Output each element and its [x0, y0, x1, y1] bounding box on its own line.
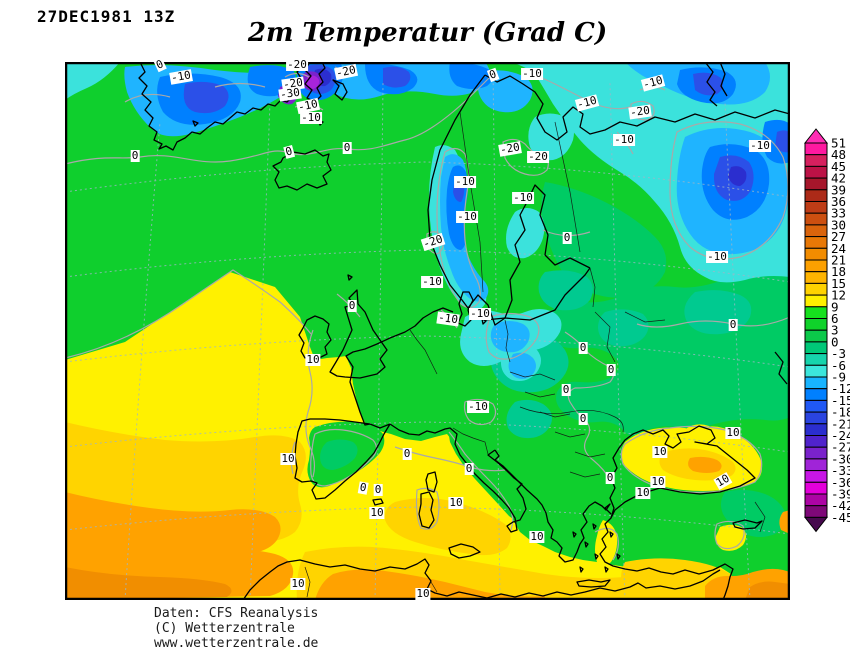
- colorbar-segment: [804, 224, 828, 238]
- colorbar-segment: [804, 165, 828, 179]
- colorbar-tick-label: 45: [831, 159, 846, 174]
- run-timestamp: 27DEC1981 13Z: [37, 7, 176, 26]
- colorbar-tick-label: -24: [831, 428, 850, 443]
- colorbar-segment: [804, 247, 828, 261]
- colorbar-tick-label: 27: [831, 229, 846, 244]
- colorbar-tick-label: 15: [831, 276, 846, 291]
- attribution: Daten: CFS Reanalysis (C) Wetterzentrale…: [154, 606, 318, 651]
- colorbar-tick-label: -9: [831, 370, 846, 385]
- colorbar-segment: [804, 411, 828, 425]
- colorbar-segment: [804, 201, 828, 214]
- colorbar-tick-label: -42: [831, 498, 850, 513]
- colorbar-segment: [804, 341, 828, 355]
- colorbar-arrow-above: [803, 128, 829, 144]
- colorbar-tick-label: 33: [831, 206, 846, 221]
- colorbar-segment: [804, 388, 828, 401]
- colorbar-tick-label: 42: [831, 171, 846, 186]
- colorbar-segment: [804, 458, 828, 472]
- colorbar-segment: [804, 376, 828, 390]
- temperature-field: [65, 62, 790, 600]
- colorbar-tick-label: 36: [831, 194, 846, 209]
- colorbar-tick-label: -3: [831, 346, 846, 361]
- colorbar-tick-label: 51: [831, 136, 846, 151]
- colorbar-tick-label: -12: [831, 381, 850, 396]
- colorbar-tick-label: 21: [831, 253, 846, 268]
- attribution-data-source: Daten: CFS Reanalysis: [154, 606, 319, 621]
- colorbar-tick-label: -6: [831, 358, 846, 373]
- colorbar-segment: [804, 423, 828, 436]
- colorbar-segment: [804, 435, 828, 448]
- colorbar-segment: [804, 493, 828, 507]
- colorbar-segment: [804, 399, 828, 413]
- colorbar-segment: [804, 364, 828, 378]
- colorbar-segment: [804, 271, 828, 284]
- colorbar-segment: [804, 481, 828, 495]
- colorbar-tick-label: -39: [831, 487, 850, 502]
- country-borders: [304, 111, 766, 598]
- colorbar-tick-label: -15: [831, 393, 850, 408]
- colorbar-tick-label: -45: [831, 510, 850, 525]
- temperature-map: 0 -10 -20 -20 -20 -30 -10 -10 0 0 0 0 -10 -10 -10 -20 -1…: [65, 57, 790, 600]
- colorbar-tick-label: 9: [831, 299, 839, 314]
- colorbar-tick-label: 12: [831, 288, 846, 303]
- colorbar-tick-label: -36: [831, 475, 850, 490]
- colorbar-segment: [804, 318, 828, 331]
- colorbar-tick-label: -18: [831, 405, 850, 420]
- colorbar-tick-label: 0: [831, 334, 839, 349]
- temperature-colorbar: 51 48 45 42 39 36 33 30 27 24 21 18 15 12 9 6 3 0 -3 -6 -9 -1…: [803, 128, 850, 548]
- colorbar-tick-label: -33: [831, 463, 850, 478]
- colorbar-segment: [804, 177, 828, 191]
- colorbar-segment: [804, 259, 828, 273]
- colorbar-tick-label: 30: [831, 217, 846, 232]
- colorbar-segment: [804, 236, 828, 249]
- colorbar-tick-label: 3: [831, 323, 839, 338]
- colorbar-tick-label: -30: [831, 451, 850, 466]
- attribution-copyright: (C) Wetterzentrale: [154, 621, 295, 636]
- colorbar-segment: [804, 505, 828, 518]
- colorbar-tick-label: 18: [831, 264, 846, 279]
- colorbar-segment: [804, 470, 828, 483]
- colorbar-segment: [804, 306, 828, 320]
- colorbar-segment: [804, 329, 828, 343]
- attribution-url: www.wetterzentrale.de: [154, 636, 319, 651]
- colorbar-segment: [804, 353, 828, 366]
- colorbar-arrow-below: [803, 516, 829, 533]
- colorbar-segment: [804, 282, 828, 296]
- colorbar-segment: [804, 212, 828, 226]
- colorbar-segment: [804, 446, 828, 460]
- colorbar-segment: [804, 154, 828, 167]
- colorbar-tick-label: 48: [831, 147, 846, 162]
- page-title: 2m Temperatur (Grad C): [247, 18, 608, 48]
- colorbar-tick-label: 39: [831, 182, 846, 197]
- colorbar-segment: [804, 189, 828, 202]
- colorbar-segment: [804, 294, 828, 308]
- colorbar-segment: [804, 142, 828, 156]
- colorbar-tick-label: -27: [831, 440, 850, 455]
- colorbar-tick-label: -21: [831, 416, 850, 431]
- colorbar-tick-label: 24: [831, 241, 846, 256]
- colorbar-tick-label: 6: [831, 311, 839, 326]
